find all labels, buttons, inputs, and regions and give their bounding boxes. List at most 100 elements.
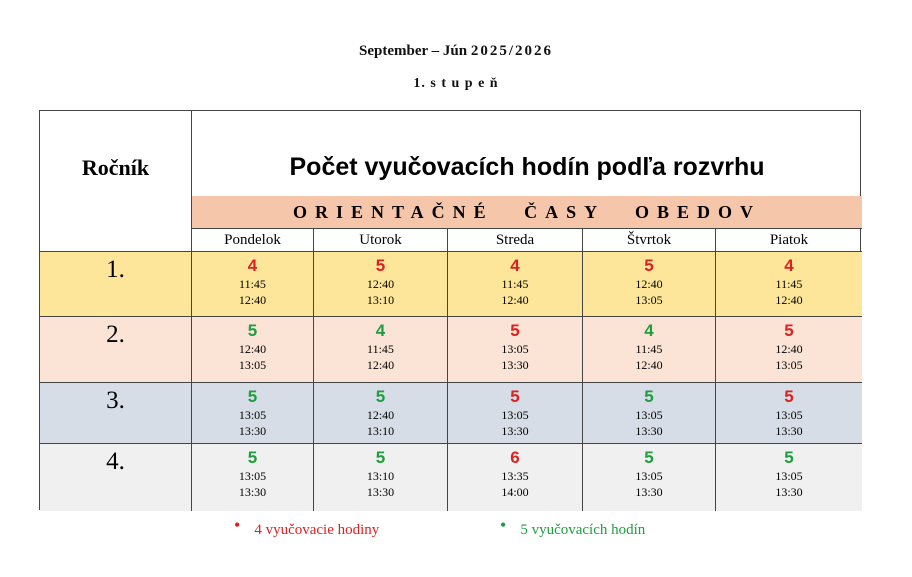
lunch-start: 13:05: [501, 408, 529, 422]
lunch-start: 13:05: [635, 408, 663, 422]
lesson-count: 4: [644, 321, 654, 340]
lesson-count: 5: [375, 256, 386, 275]
schedule-cell: 5 13:05 13:30: [582, 443, 715, 511]
period-heading: September – Jún 2025/2026: [0, 41, 912, 61]
lunch-end: 13:30: [238, 424, 267, 438]
lunch-end: 13:10: [366, 424, 395, 438]
schedule-cell: 5 13:05 13:30: [447, 382, 582, 443]
lesson-count: 5: [644, 448, 654, 467]
schedule-cell: 5 13:05 13:30: [192, 443, 313, 511]
lunch-start: 13:10: [366, 469, 395, 483]
year-text: 2025/2026: [470, 43, 553, 59]
lunch-start: 13:05: [238, 469, 267, 483]
lunch-start: 13:05: [775, 469, 803, 483]
lesson-count: 5: [247, 448, 258, 467]
lesson-count: 5: [375, 448, 386, 467]
lesson-count: 4: [375, 321, 386, 340]
lesson-count: 5: [784, 321, 794, 340]
lunch-start: 11:45: [239, 277, 266, 291]
lunch-end: 13:05: [238, 358, 267, 372]
lunch-end: 13:05: [775, 358, 803, 372]
lunch-end: 13:30: [366, 485, 395, 499]
lesson-count: 5: [510, 387, 520, 406]
grade-label: 2.: [40, 316, 192, 382]
period-text: September – Jún: [359, 43, 468, 59]
grade-label: 3.: [40, 382, 192, 443]
lunch-start: 13:05: [775, 408, 803, 422]
schedule-cell: 4 11:45 12:40: [192, 251, 313, 316]
lunch-end: 13:30: [635, 485, 663, 499]
schedule-cell: 5 12:40 13:05: [582, 251, 715, 316]
schedule-cell: 6 13:35 14:00: [447, 443, 582, 511]
table-title: Počet vyučovacích hodín podľa rozvrhu: [289, 153, 765, 181]
schedule-cell: 5 12:40 13:10: [313, 382, 447, 443]
legend-item-4-lessons: • 4 vyučovacie hodiny: [234, 515, 380, 541]
red-dot-icon: •: [234, 515, 241, 535]
lunch-start: 11:45: [635, 342, 663, 356]
lunch-end: 12:40: [501, 293, 529, 307]
grade-header: Ročník: [40, 111, 192, 251]
lunch-start: 13:05: [238, 408, 267, 422]
lesson-count: 6: [510, 448, 520, 467]
lesson-count: 5: [375, 387, 386, 406]
level-heading: 1. s t u p e ň: [413, 76, 499, 91]
lesson-count: 5: [644, 256, 654, 275]
lunch-start: 13:35: [501, 469, 529, 483]
lesson-count: 5: [510, 321, 520, 340]
day-header-friday: Piatok: [715, 229, 862, 251]
day-header-thursday: Štvrtok: [582, 229, 715, 251]
lunch-end: 13:30: [775, 424, 803, 438]
lesson-count: 4: [247, 256, 258, 275]
lunch-start: 12:40: [366, 408, 395, 422]
lunch-end: 13:30: [775, 485, 803, 499]
schedule-cell: 5 12:40 13:10: [313, 251, 447, 316]
lunch-end: 12:40: [775, 293, 803, 307]
lunch-start: 13:05: [635, 469, 663, 483]
day-header-tuesday: Utorok: [313, 229, 447, 251]
lunch-start: 11:45: [501, 277, 529, 291]
schedule-cell: 4 11:45 12:40: [715, 251, 862, 316]
lesson-count: 5: [644, 387, 654, 406]
day-header-monday: Pondelok: [224, 231, 281, 248]
lunch-start: 12:40: [635, 277, 663, 291]
schedule-cell: 5 12:40 13:05: [715, 316, 862, 382]
lesson-count: 4: [510, 256, 520, 275]
schedule-table: Ročník Počet vyučovacích hodín podľa roz…: [39, 110, 862, 511]
lesson-count: 5: [247, 321, 258, 340]
legend-item-5-lessons: • 5 vyučovacích hodín: [500, 515, 646, 541]
legend-label: 5 vyučovacích hodín: [520, 522, 646, 538]
lunch-end: 12:40: [635, 358, 663, 372]
schedule-cell: 5 13:05 13:30: [715, 443, 862, 511]
schedule-cell: 5 13:05 13:30: [715, 382, 862, 443]
green-dot-icon: •: [500, 515, 507, 535]
schedule-cell: 4 11:45 12:40: [447, 251, 582, 316]
schedule-cell: 5 13:05 13:30: [447, 316, 582, 382]
schedule-cell: 5 13:10 13:30: [313, 443, 447, 511]
lunch-start: 11:45: [367, 342, 394, 356]
schedule-cell: 5 12:40 13:05: [192, 316, 313, 382]
lunch-start: 12:40: [366, 277, 395, 291]
lunch-end: 12:40: [238, 293, 267, 307]
grade-label: 1.: [40, 251, 192, 316]
lunch-start: 11:45: [775, 277, 803, 291]
table-subtitle: ORIENTAČNÉ ČASY OBEDOV: [192, 196, 862, 229]
lunch-end: 12:40: [366, 358, 395, 372]
lunch-end: 13:30: [501, 358, 529, 372]
lesson-count: 5: [784, 448, 794, 467]
lunch-start: 12:40: [238, 342, 267, 356]
schedule-cell: 4 11:45 12:40: [313, 316, 447, 382]
schedule-cell: 4 11:45 12:40: [582, 316, 715, 382]
lunch-end: 13:30: [635, 424, 663, 438]
lunch-end: 13:30: [501, 424, 529, 438]
grade-label: 4.: [40, 443, 192, 511]
schedule-cell: 5 13:05 13:30: [192, 382, 313, 443]
schedule-cell: 5 13:05 13:30: [582, 382, 715, 443]
lesson-count: 4: [784, 256, 794, 275]
day-header-wednesday: Streda: [447, 229, 582, 251]
lunch-start: 13:05: [501, 342, 529, 356]
lunch-end: 13:30: [238, 485, 267, 499]
lunch-start: 12:40: [775, 342, 803, 356]
lunch-end: 13:10: [366, 293, 395, 307]
lunch-end: 13:05: [635, 293, 663, 307]
legend-label: 4 vyučovacie hodiny: [254, 522, 380, 538]
